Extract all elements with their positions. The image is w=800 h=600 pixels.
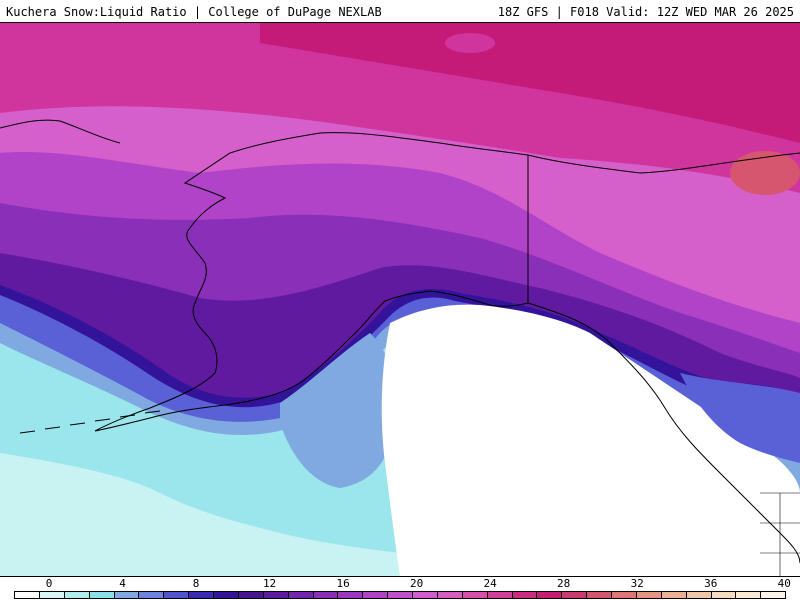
legend-swatch xyxy=(363,592,389,598)
legend-swatch xyxy=(413,592,438,598)
legend-tick-label: 40 xyxy=(777,577,791,590)
legend-swatch-strip xyxy=(14,591,786,599)
header-bar: Kuchera Snow:Liquid Ratio | College of D… xyxy=(0,0,800,23)
product-title: Kuchera Snow:Liquid Ratio | College of D… xyxy=(6,5,382,19)
legend-swatch xyxy=(686,592,712,598)
legend-swatch xyxy=(562,592,588,598)
legend-swatch xyxy=(114,592,140,598)
legend-tick-label: 24 xyxy=(483,577,497,590)
legend-swatch xyxy=(189,592,214,598)
snow-ratio-field xyxy=(0,23,800,576)
legend-swatch xyxy=(15,592,40,598)
field-magenta-patch xyxy=(445,33,495,53)
legend-tick-label: 8 xyxy=(192,577,200,590)
legend-tick-label: 12 xyxy=(262,577,277,590)
legend-swatch xyxy=(661,592,687,598)
legend-tick-label: 28 xyxy=(557,577,571,590)
field-deep-magenta xyxy=(260,23,800,143)
legend-swatch xyxy=(263,592,289,598)
legend-tick-label: 32 xyxy=(630,577,644,590)
legend-colorbar: 0 4 8 12 16 20 24 28 32 36 40 xyxy=(0,576,800,600)
legend-swatch xyxy=(164,592,190,598)
legend-swatch xyxy=(612,592,637,598)
legend-swatch xyxy=(89,592,115,598)
legend-tick-label: 16 xyxy=(336,577,350,590)
field-blue-tongue xyxy=(280,333,397,488)
legend-swatch xyxy=(736,592,762,598)
legend-swatch xyxy=(139,592,165,598)
legend-swatch xyxy=(487,592,513,598)
model-run-info: 18Z GFS | F018 Valid: 12Z WED MAR 26 202… xyxy=(497,5,794,19)
legend-swatch xyxy=(636,592,662,598)
legend-swatch xyxy=(512,592,538,598)
field-light-cyan xyxy=(0,453,400,576)
forecast-map[interactable] xyxy=(0,23,800,576)
field-bc-blue xyxy=(680,373,800,463)
legend-swatch xyxy=(437,592,463,598)
legend-swatch xyxy=(711,592,737,598)
legend-swatch xyxy=(238,592,264,598)
legend-swatch xyxy=(537,592,563,598)
legend-tick-label: 20 xyxy=(409,577,424,590)
legend-swatch xyxy=(462,592,488,598)
legend-swatch xyxy=(388,592,413,598)
arctic-coastline xyxy=(527,152,800,174)
legend-tick-label: 0 xyxy=(45,577,53,590)
legend-tick-label: 4 xyxy=(119,577,126,590)
legend-swatch xyxy=(313,592,339,598)
legend-swatch xyxy=(288,592,314,598)
legend-swatch xyxy=(214,592,239,598)
state-borders xyxy=(760,492,800,576)
field-white-patch xyxy=(412,399,504,547)
aleutian-islands xyxy=(19,410,161,434)
russia-coastline xyxy=(0,119,121,144)
alaska-coastline xyxy=(94,132,529,432)
legend-swatch xyxy=(338,592,364,598)
legend-swatch xyxy=(39,592,65,598)
legend-swatch xyxy=(761,592,786,598)
legend-swatch xyxy=(64,592,90,598)
legend-tick-label: 36 xyxy=(704,577,718,590)
field-salmon xyxy=(730,151,800,195)
legend-swatch xyxy=(587,592,612,598)
